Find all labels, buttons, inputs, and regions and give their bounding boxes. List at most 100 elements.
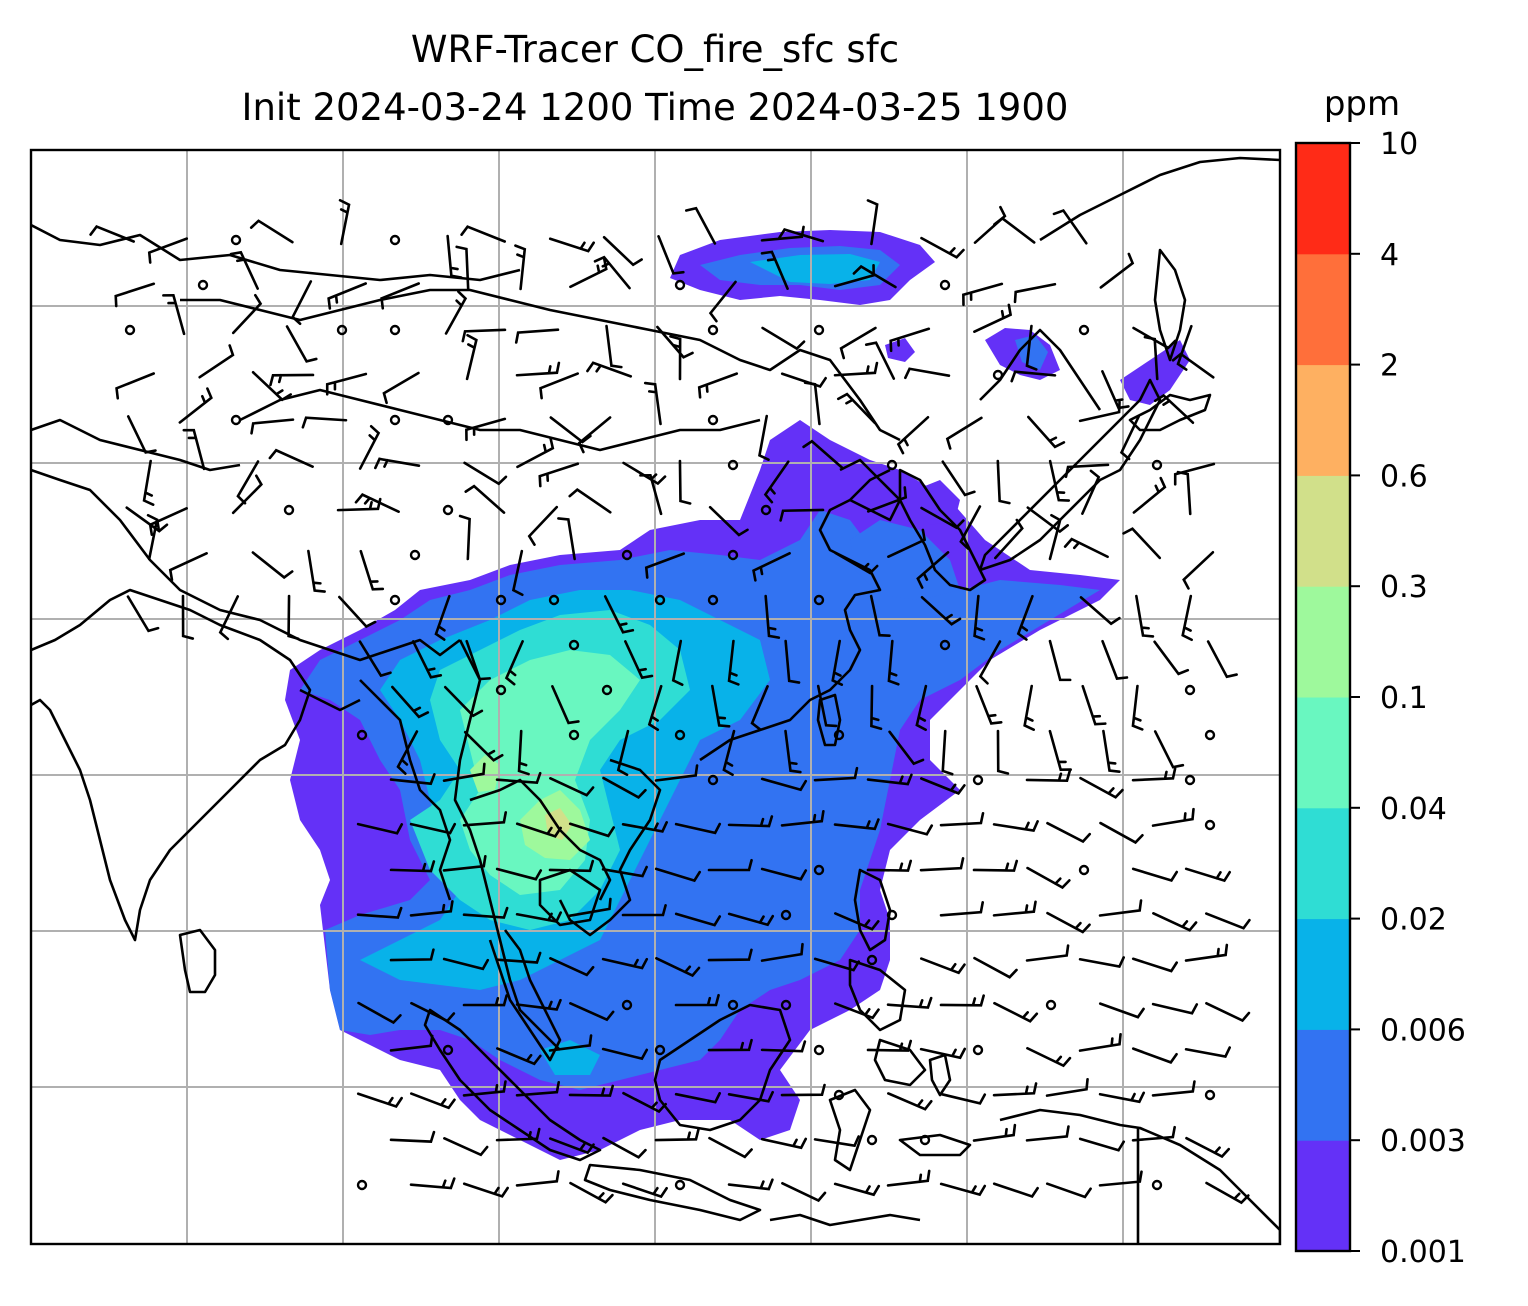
wind-barb <box>268 448 314 468</box>
wind-barb <box>462 906 509 919</box>
wind-barb <box>1153 730 1185 769</box>
wind-barb <box>1151 807 1195 827</box>
wind-barb <box>708 280 737 323</box>
coast-mindanao <box>873 1038 927 1087</box>
wind-barb <box>945 416 983 450</box>
colorbar-block <box>1296 364 1350 476</box>
calm-wind-marker <box>939 639 951 651</box>
wind-barb <box>442 854 487 872</box>
wind-barb <box>1064 463 1110 479</box>
colorbar-block <box>1296 253 1350 366</box>
wind-barb <box>1171 352 1215 379</box>
calm-wind-marker <box>1184 684 1196 696</box>
wind-barb <box>1184 1046 1231 1059</box>
wind-barb <box>996 729 1010 775</box>
wind-barb <box>458 514 471 561</box>
wind-barb <box>462 1182 509 1198</box>
wind-barb <box>777 227 825 243</box>
wind-barb <box>389 1034 434 1052</box>
wind-barb <box>446 234 463 279</box>
wind-barb <box>866 773 913 786</box>
wind-barb <box>1181 594 1193 642</box>
wind-barb <box>727 639 740 686</box>
wind-barb <box>993 1001 1039 1023</box>
calm-wind-marker <box>124 324 136 336</box>
coast-newguinea <box>999 1108 1280 1244</box>
wind-barb <box>504 640 524 686</box>
wind-barb <box>674 1091 722 1104</box>
calm-wind-marker <box>886 909 898 921</box>
wind-barb <box>557 517 576 561</box>
wind-barb <box>125 506 169 533</box>
wind-barb <box>462 811 508 827</box>
wind-barb <box>813 766 859 782</box>
wind-barb <box>813 957 861 972</box>
wind-barb <box>515 1081 560 1097</box>
coast-luzon <box>853 868 892 952</box>
wind-barb <box>515 822 562 838</box>
colorbar-tick-label: 0.1 <box>1380 681 1428 716</box>
wind-barb <box>887 1092 933 1111</box>
calm-wind-marker <box>813 1044 825 1056</box>
wind-barb <box>146 513 159 561</box>
wind-barb <box>707 858 753 872</box>
wind-barb <box>1045 1077 1089 1097</box>
wind-barb <box>549 416 592 444</box>
wind-barb <box>992 1182 1039 1199</box>
wind-barb <box>994 518 1024 560</box>
wind-barb <box>886 1169 931 1187</box>
wind-barb <box>269 373 315 387</box>
calm-wind-marker <box>568 729 580 741</box>
calm-wind-marker <box>230 414 242 426</box>
wind-barb <box>866 486 908 513</box>
wind-barb <box>1151 1080 1196 1097</box>
wind-barb <box>643 381 662 426</box>
calm-wind-marker <box>813 324 825 336</box>
wind-barb <box>1046 911 1091 934</box>
coast-hokkaido <box>1128 393 1212 432</box>
colorbar-tick-label: 10 <box>1380 127 1418 162</box>
calm-wind-marker <box>197 279 209 291</box>
wind-barb <box>460 225 507 243</box>
wind-barb <box>495 771 542 785</box>
calm-wind-marker <box>283 504 295 516</box>
calm-wind-marker <box>1078 324 1090 336</box>
coast-taiwan <box>816 693 842 747</box>
wind-barb <box>1182 550 1215 590</box>
wind-barb <box>527 505 559 546</box>
wind-barb <box>972 1123 1017 1142</box>
wind-barb <box>896 416 930 455</box>
wind-barb <box>707 1038 753 1052</box>
wind-barb <box>1151 1002 1199 1015</box>
wind-barb <box>1131 957 1178 973</box>
colorbar-tick-label: 4 <box>1380 238 1399 273</box>
wind-barb <box>358 424 381 470</box>
wind-barb <box>889 327 931 353</box>
wind-barb <box>802 439 844 469</box>
calm-wind-marker <box>992 369 1004 381</box>
wind-barb <box>722 729 736 777</box>
wind-barb <box>1016 594 1034 641</box>
wind-barb <box>959 505 982 550</box>
colorbar-tick-label: 0.001 <box>1380 1235 1466 1270</box>
wind-barb <box>593 255 631 290</box>
calm-wind-marker <box>356 1179 368 1191</box>
wind-barb <box>601 957 649 970</box>
wind-barb <box>569 1181 614 1204</box>
wind-barb <box>496 1047 542 1066</box>
wind-barb <box>1119 415 1141 461</box>
wind-barb <box>655 956 701 978</box>
calm-wind-marker <box>866 954 878 966</box>
wind-barb <box>674 993 720 1007</box>
wind-barb <box>354 493 400 514</box>
wind-barb <box>760 225 805 242</box>
wind-barb <box>1176 470 1192 516</box>
wind-barb <box>992 820 1039 832</box>
wind-barb <box>409 1177 456 1190</box>
wind-barb <box>919 1047 967 1060</box>
wind-barb <box>291 280 313 326</box>
calm-wind-marker <box>389 414 401 426</box>
wind-barb <box>463 461 508 486</box>
wind-barb <box>669 335 682 381</box>
wind-barb <box>601 1047 649 1061</box>
